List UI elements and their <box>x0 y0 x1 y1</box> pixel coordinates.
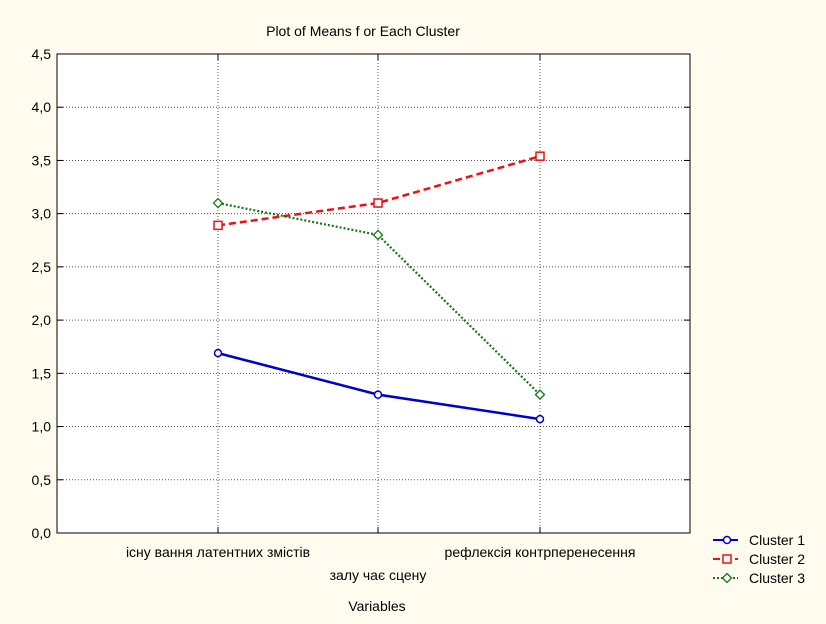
series-cluster-3 <box>212 197 546 401</box>
data-point <box>372 229 384 241</box>
data-point <box>373 198 383 208</box>
x-axis-label: Variables <box>348 598 405 614</box>
data-point <box>534 389 546 401</box>
legend-marker <box>721 572 733 584</box>
y-tick-label: 0,5 <box>32 472 52 488</box>
y-tick-label: 3,5 <box>32 152 52 168</box>
legend-marker <box>722 535 732 545</box>
legend-marker <box>722 554 732 564</box>
y-tick-label: 4,5 <box>32 46 52 62</box>
y-tick-label: 1,0 <box>32 419 52 435</box>
series-layer <box>212 151 546 424</box>
y-axis-ticks: 0,0 0,5 1,0 1,5 2,0 2,5 3,0 3,5 4,0 4,5 <box>32 46 690 541</box>
data-point <box>535 414 545 424</box>
chart-title: Plot of Means f or Each Cluster <box>266 23 460 39</box>
data-point <box>212 197 224 209</box>
y-tick-label: 2,5 <box>32 259 52 275</box>
grid-lines <box>57 54 690 533</box>
legend-label: Cluster 3 <box>749 570 805 586</box>
series-cluster-2 <box>213 151 545 231</box>
legend-label: Cluster 1 <box>749 532 805 548</box>
legend-item: Cluster 1 <box>713 532 805 548</box>
series-cluster-1 <box>213 348 545 424</box>
data-point <box>535 151 545 161</box>
plot-area <box>56 53 691 534</box>
y-tick-label: 2,0 <box>32 312 52 328</box>
y-tick-label: 0,0 <box>32 525 52 541</box>
data-point <box>213 348 223 358</box>
y-tick-label: 1,5 <box>32 365 52 381</box>
y-tick-label: 3,0 <box>32 206 52 222</box>
x-tick-label: залу чає сцену <box>330 567 427 583</box>
legend-label: Cluster 2 <box>749 551 805 567</box>
x-axis-ticks: існу вання латентних змістів залу чає сце… <box>126 54 636 583</box>
legend-item: Cluster 3 <box>713 570 805 586</box>
x-tick-label: існу вання латентних змістів <box>126 544 310 560</box>
legend-item: Cluster 2 <box>713 551 805 567</box>
legend: Cluster 1 Cluster 2 Cluster 3 <box>713 532 805 586</box>
y-tick-label: 4,0 <box>32 99 52 115</box>
x-tick-label: рефлексія контрперенесення <box>445 544 636 560</box>
data-point <box>213 220 223 231</box>
data-point <box>373 390 383 399</box>
